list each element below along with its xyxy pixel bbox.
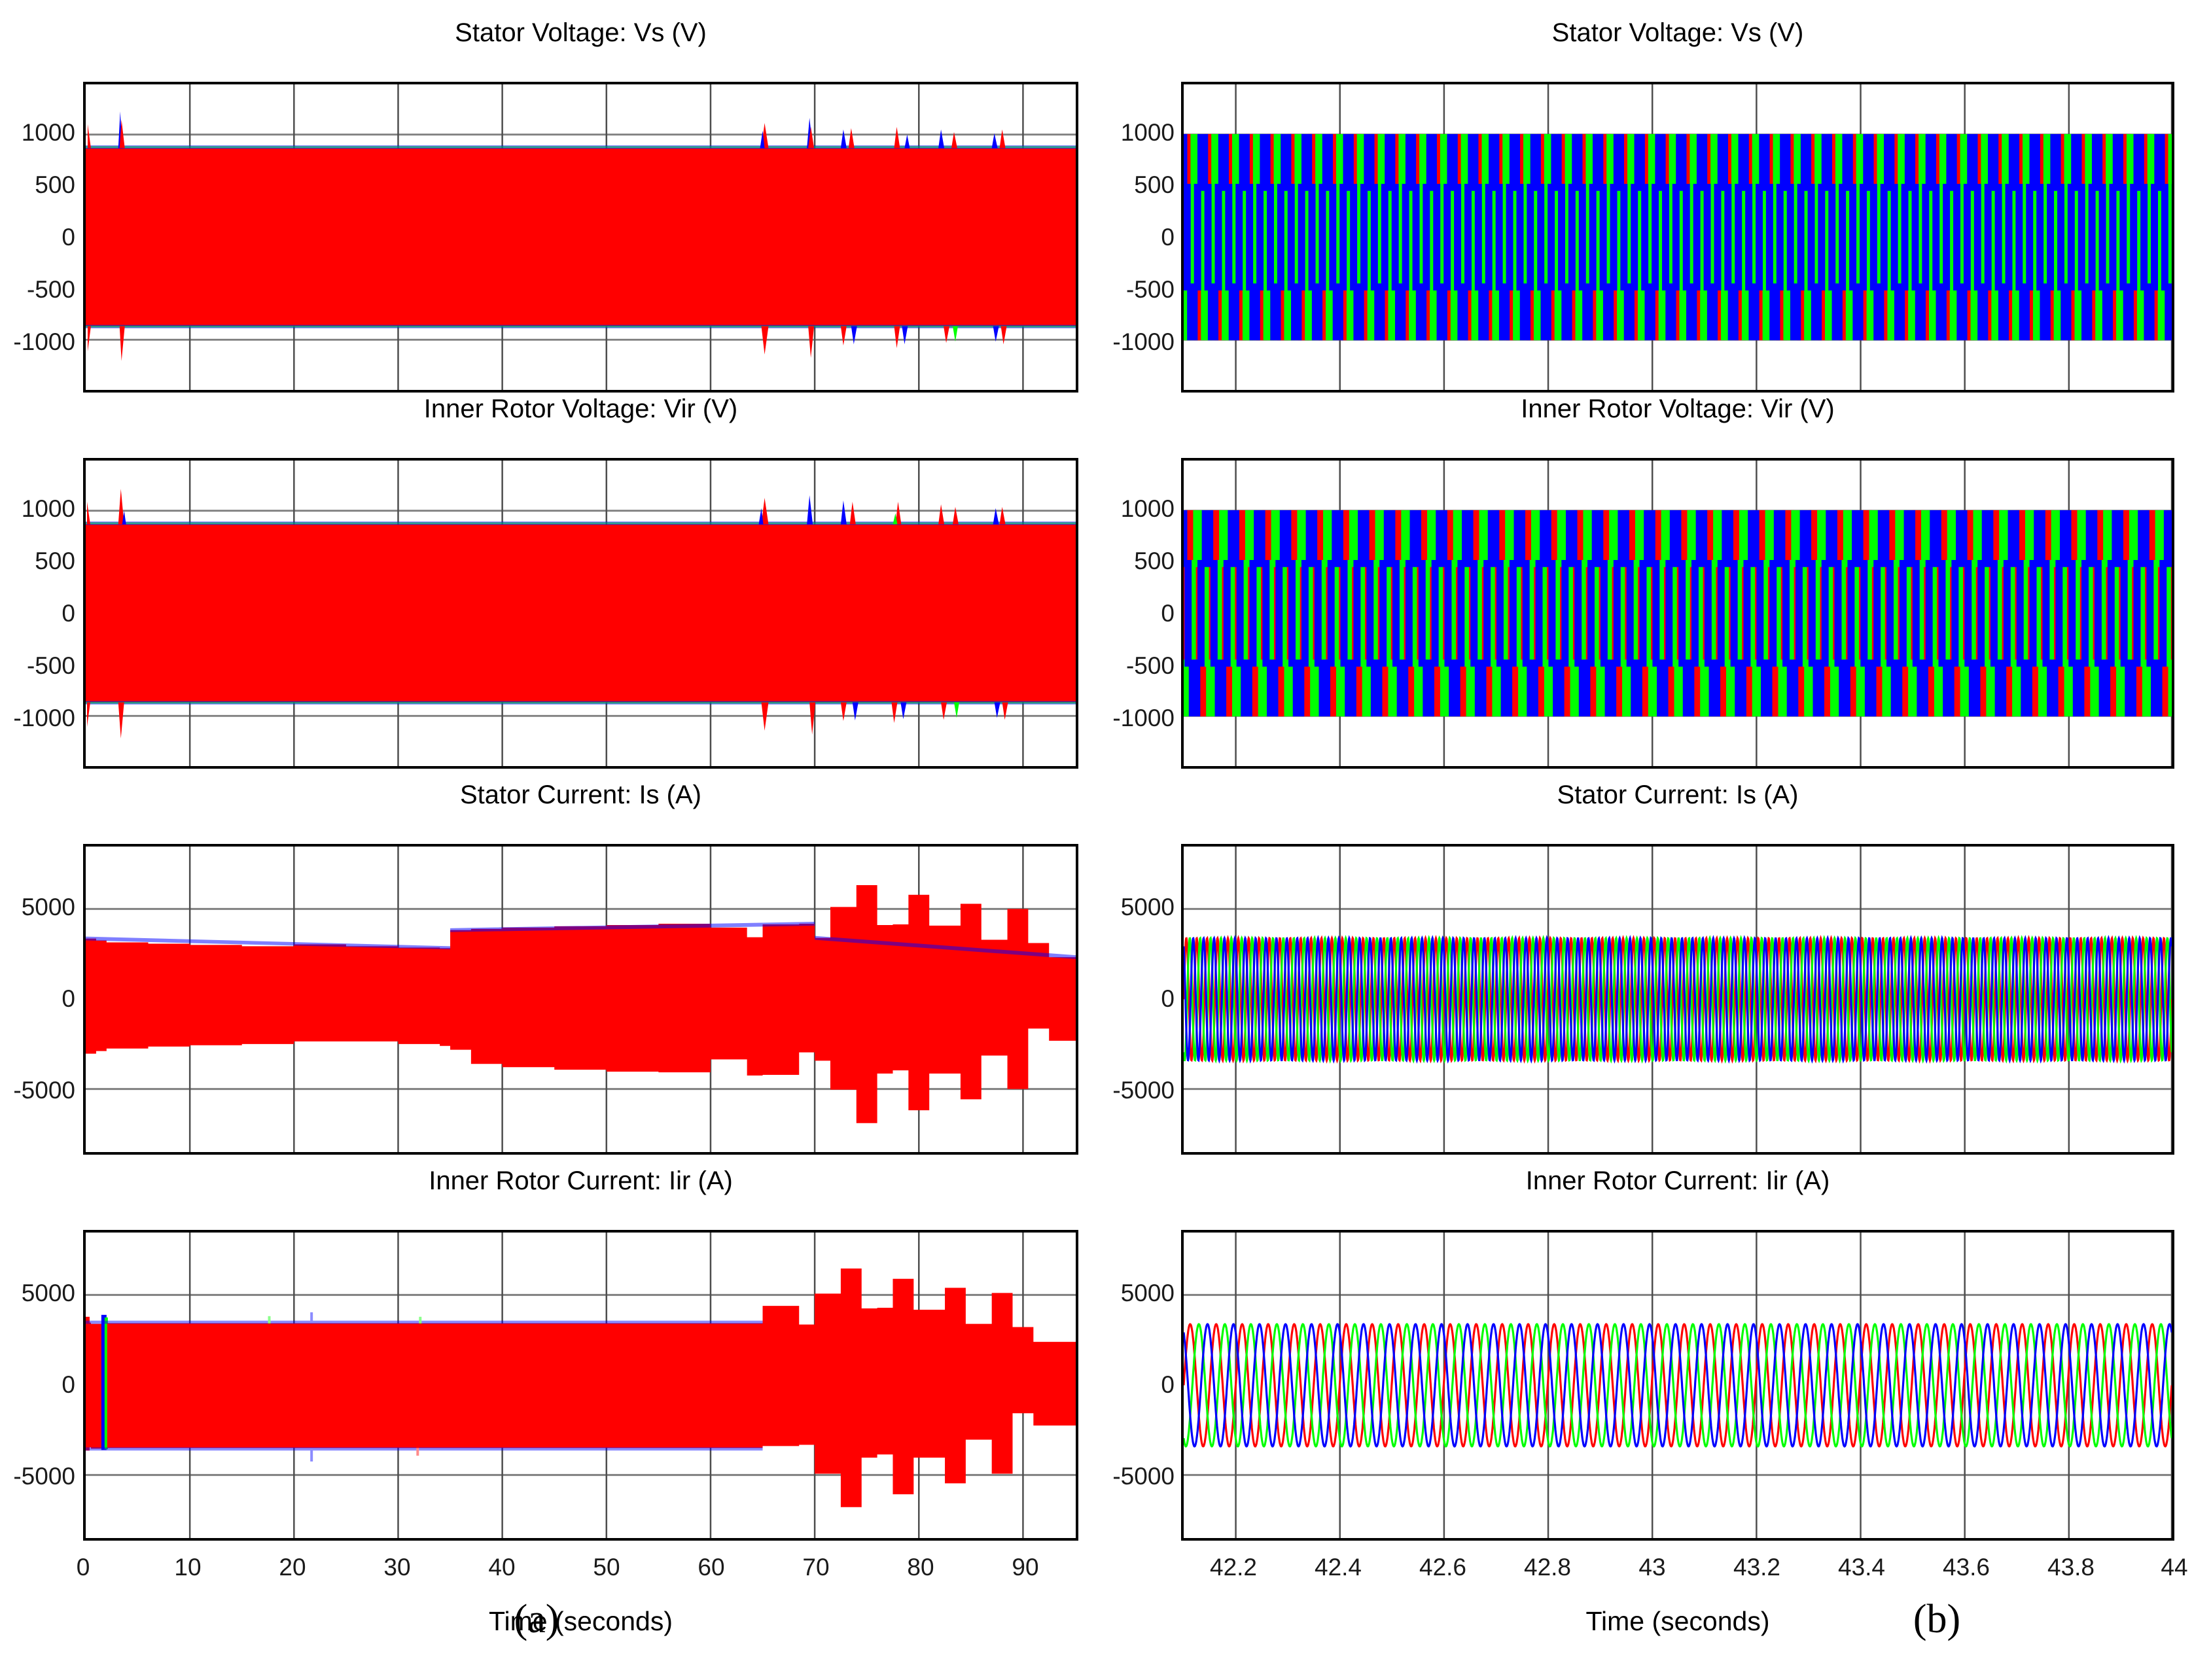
subplot-b4-xtick-43p6: 43.6: [1942, 1554, 1990, 1581]
subplot-b2-ytick-500: 500: [1134, 548, 1175, 574]
subplot-a1-ytick-m500: -500: [26, 276, 75, 303]
subplot-b3-title: Stator Current: Is (A): [1557, 780, 1799, 809]
subplot-b1-axes: [1181, 82, 2174, 393]
subplot-a2-canvas: [86, 461, 1076, 766]
subplot-b1: Stator Voltage: Vs (V) 1000 500 0 -500: [1106, 13, 2211, 406]
subplot-b4-xtick-42p2: 42.2: [1209, 1554, 1258, 1581]
subplot-a4-xtick-20: 20: [279, 1554, 306, 1581]
subplot-a4: Inner Rotor Current: Iir (A): [0, 1161, 1106, 1636]
subplot-a2-ytick-500: 500: [35, 548, 75, 574]
subplot-b4-axes: [1181, 1230, 2174, 1541]
vs-pwm-b1: [1184, 133, 2172, 341]
subplot-a4-xtick-50: 50: [593, 1554, 620, 1581]
subplot-b4-xtick-42p4: 42.4: [1314, 1554, 1362, 1581]
subplot-b2-title: Inner Rotor Voltage: Vir (V): [1521, 394, 1835, 423]
subplot-a-xaxis-label: Time (seconds): [489, 1606, 673, 1636]
subplot-b3-canvas: [1184, 847, 2172, 1152]
subplot-b1-canvas: [1184, 84, 2172, 390]
subplot-b2-ytick-1000: 1000: [1120, 495, 1175, 522]
subplot-a2-ytick-0: 0: [62, 600, 75, 627]
subplot-a4-title: Inner Rotor Current: Iir (A): [429, 1166, 733, 1195]
subplot-b2-canvas: [1184, 461, 2172, 766]
vs-band-a1: [86, 111, 1076, 361]
subplot-b4-xtick-44: 44: [2161, 1554, 2188, 1581]
subplot-a1-canvas: [86, 84, 1076, 390]
subplot-a2-title: Inner Rotor Voltage: Vir (V): [423, 394, 738, 423]
caption-a: (a): [514, 1597, 559, 1641]
vir-band-a2: [86, 489, 1076, 739]
subplot-a4-ytick-5000: 5000: [21, 1280, 75, 1306]
subplot-b1-title: Stator Voltage: Vs (V): [1551, 18, 1804, 47]
subplot-a1-axes: [83, 82, 1078, 393]
subplot-a2-ytick-m500: -500: [26, 652, 75, 679]
subplot-a2-ytick-1000: 1000: [21, 495, 75, 522]
subplot-b4-xtick-42p8: 42.8: [1523, 1554, 1572, 1581]
iir-envelope-a4: [86, 1269, 1076, 1507]
subplot-b1-ytick-m1000: -1000: [1112, 328, 1175, 355]
subplot-a2-axes: [83, 458, 1078, 769]
subplot-a3-canvas: [86, 847, 1076, 1152]
vir-pwm-b2: [1184, 510, 2172, 717]
subplot-a4-xtick-40: 40: [488, 1554, 516, 1581]
iir-sine-b4: [1184, 1323, 2172, 1448]
subplot-a3-ytick-5000: 5000: [21, 894, 75, 920]
subplot-a4-xtick-80: 80: [907, 1554, 934, 1581]
subplot-a4-xtick-60: 60: [698, 1554, 725, 1581]
subplot-a1-ytick-m1000: -1000: [13, 328, 75, 355]
subplot-b4-xtick-43p8: 43.8: [2047, 1554, 2095, 1581]
subplot-b4: Inner Rotor Current: Iir (A) 5000 0 -500…: [1106, 1161, 2211, 1636]
subplot-a3: Stator Current: Is (A): [0, 775, 1106, 1168]
subplot-a1-title: Stator Voltage: Vs (V): [455, 18, 707, 47]
subplot-a4-canvas: [86, 1233, 1076, 1538]
subplot-a3-title: Stator Current: Is (A): [460, 780, 701, 809]
subplot-a3-ytick-m5000: -5000: [13, 1077, 75, 1104]
subplot-a4-ytick-m5000: -5000: [13, 1463, 75, 1490]
subplot-a2-ytick-m1000: -1000: [13, 705, 75, 731]
subplot-b2-ytick-0: 0: [1161, 600, 1175, 627]
is-sine-b3: [1184, 935, 2172, 1064]
subplot-b1-ytick-500: 500: [1134, 171, 1175, 198]
subplot-a4-xtick-70: 70: [802, 1554, 830, 1581]
subplot-b4-ytick-5000: 5000: [1120, 1280, 1175, 1306]
subplot-b4-xtick-42p6: 42.6: [1419, 1554, 1467, 1581]
subplot-b4-canvas: [1184, 1233, 2172, 1538]
subplot-a4-xtick-30: 30: [383, 1554, 411, 1581]
subplot-b4-xtick-43: 43: [1638, 1554, 1666, 1581]
subplot-b1-ytick-m500: -500: [1125, 276, 1175, 303]
subplot-b4-ytick-m5000: -5000: [1112, 1463, 1175, 1490]
subplot-b-xaxis-label: Time (seconds): [1585, 1606, 1770, 1636]
subplot-a1-ytick-1000: 1000: [21, 119, 75, 146]
subplot-a4-xtick-0: 0: [76, 1554, 90, 1581]
is-envelope-a3: [86, 884, 1076, 1123]
caption-b: (b): [1913, 1597, 1961, 1641]
subplot-a1-ytick-0: 0: [62, 224, 75, 251]
subplot-b4-ytick-0: 0: [1161, 1371, 1175, 1398]
subplot-a3-axes: [83, 844, 1078, 1155]
subplot-b2: Inner Rotor Voltage: Vir (V) 1000 500 0: [1106, 389, 2211, 782]
subplot-a4-axes: [83, 1230, 1078, 1541]
subplot-b3: Stator Current: Is (A) 5000 0 -5000: [1106, 775, 2211, 1168]
subplot-a2: Inner Rotor Voltage: Vir (V): [0, 389, 1106, 782]
subplot-b2-ytick-m1000: -1000: [1112, 705, 1175, 731]
subplot-b2-ytick-m500: -500: [1125, 652, 1175, 679]
subplot-b4-title: Inner Rotor Current: Iir (A): [1525, 1166, 1830, 1195]
subplot-a1-ytick-500: 500: [35, 171, 75, 198]
subplot-b3-ytick-0: 0: [1161, 985, 1175, 1012]
subplot-a3-ytick-0: 0: [62, 985, 75, 1012]
subplot-a4-xtick-10: 10: [174, 1554, 202, 1581]
subplot-a4-ytick-0: 0: [62, 1371, 75, 1398]
subplot-b4-xtick-43p2: 43.2: [1733, 1554, 1781, 1581]
subplot-b1-ytick-0: 0: [1161, 224, 1175, 251]
subplot-b2-axes: [1181, 458, 2174, 769]
subplot-b3-ytick-m5000: -5000: [1112, 1077, 1175, 1104]
subplot-b3-axes: [1181, 844, 2174, 1155]
subplot-a4-xtick-90: 90: [1012, 1554, 1039, 1581]
subplot-b1-ytick-1000: 1000: [1120, 119, 1175, 146]
subplot-a1: Stator Voltage: Vs (V): [0, 13, 1106, 406]
subplot-b4-xtick-43p4: 43.4: [1837, 1554, 1886, 1581]
subplot-b3-ytick-5000: 5000: [1120, 894, 1175, 920]
